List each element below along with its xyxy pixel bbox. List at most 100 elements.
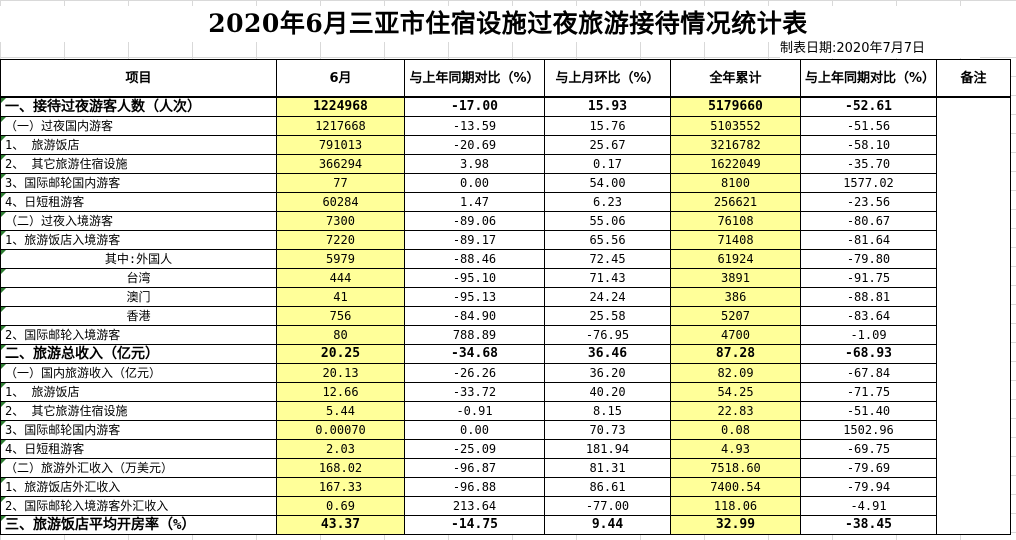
ytd-value-cell[interactable]: 1622049 (670, 154, 801, 174)
mom-cell[interactable]: 65.56 (544, 230, 671, 250)
row-label-cell[interactable]: （二）过夜入境游客 (0, 211, 277, 231)
header-item[interactable]: 项目 (0, 59, 277, 98)
june-value-cell[interactable]: 168.02 (276, 458, 405, 478)
ytd-value-cell[interactable]: 7518.60 (670, 458, 801, 478)
yoy-ytd-cell[interactable]: -58.10 (800, 135, 937, 155)
yoy-month-cell[interactable]: -84.90 (404, 306, 545, 326)
june-value-cell[interactable]: 7220 (276, 230, 405, 250)
mom-cell[interactable]: 181.94 (544, 439, 671, 459)
yoy-ytd-cell[interactable]: 1502.96 (800, 420, 937, 440)
yoy-ytd-cell[interactable]: -80.67 (800, 211, 937, 231)
june-value-cell[interactable]: 12.66 (276, 382, 405, 402)
yoy-month-cell[interactable]: -34.68 (404, 344, 545, 364)
header-yoy-month[interactable]: 与上年同期对比（%） (404, 59, 545, 98)
yoy-ytd-cell[interactable]: -68.93 (800, 344, 937, 364)
june-value-cell[interactable]: 791013 (276, 135, 405, 155)
yoy-month-cell[interactable]: -25.09 (404, 439, 545, 459)
yoy-month-cell[interactable]: -89.06 (404, 211, 545, 231)
yoy-month-cell[interactable]: -88.46 (404, 249, 545, 269)
june-value-cell[interactable]: 20.13 (276, 363, 405, 383)
row-label-cell[interactable]: 4、日短租游客 (0, 439, 277, 459)
yoy-month-cell[interactable]: 3.98 (404, 154, 545, 174)
ytd-value-cell[interactable]: 71408 (670, 230, 801, 250)
row-label-cell[interactable]: 3、国际邮轮国内游客 (0, 173, 277, 193)
header-ytd[interactable]: 全年累计 (670, 59, 801, 98)
yoy-ytd-cell[interactable]: -79.69 (800, 458, 937, 478)
ytd-value-cell[interactable]: 32.99 (670, 515, 801, 535)
ytd-value-cell[interactable]: 3891 (670, 268, 801, 288)
ytd-value-cell[interactable]: 22.83 (670, 401, 801, 421)
mom-cell[interactable]: 25.58 (544, 306, 671, 326)
june-value-cell[interactable]: 5.44 (276, 401, 405, 421)
ytd-value-cell[interactable]: 5207 (670, 306, 801, 326)
yoy-month-cell[interactable]: -96.88 (404, 477, 545, 497)
row-label-cell[interactable]: 4、日短租游客 (0, 192, 277, 212)
mom-cell[interactable]: 54.00 (544, 173, 671, 193)
row-label-cell[interactable]: 2、国际邮轮入境游客 (0, 325, 277, 345)
remarks-cell[interactable] (936, 96, 1011, 535)
ytd-value-cell[interactable]: 87.28 (670, 344, 801, 364)
mom-cell[interactable]: 24.24 (544, 287, 671, 307)
yoy-ytd-cell[interactable]: -83.64 (800, 306, 937, 326)
june-value-cell[interactable]: 756 (276, 306, 405, 326)
ytd-value-cell[interactable]: 5179660 (670, 96, 801, 117)
yoy-ytd-cell[interactable]: -79.94 (800, 477, 937, 497)
yoy-month-cell[interactable]: -20.69 (404, 135, 545, 155)
ytd-value-cell[interactable]: 386 (670, 287, 801, 307)
header-mom[interactable]: 与上月环比（%） (544, 59, 671, 98)
mom-cell[interactable]: 70.73 (544, 420, 671, 440)
yoy-ytd-cell[interactable]: 1577.02 (800, 173, 937, 193)
yoy-ytd-cell[interactable]: -35.70 (800, 154, 937, 174)
yoy-ytd-cell[interactable]: -23.56 (800, 192, 937, 212)
yoy-ytd-cell[interactable]: -4.91 (800, 496, 937, 516)
yoy-ytd-cell[interactable]: -69.75 (800, 439, 937, 459)
mom-cell[interactable]: 55.06 (544, 211, 671, 231)
june-value-cell[interactable]: 0.69 (276, 496, 405, 516)
row-label-cell[interactable]: 1、旅游饭店入境游客 (0, 230, 277, 250)
june-value-cell[interactable]: 167.33 (276, 477, 405, 497)
ytd-value-cell[interactable]: 256621 (670, 192, 801, 212)
june-value-cell[interactable]: 80 (276, 325, 405, 345)
row-label-cell[interactable]: 2、国际邮轮入境游客外汇收入 (0, 496, 277, 516)
mom-cell[interactable]: 9.44 (544, 515, 671, 535)
yoy-month-cell[interactable]: -95.10 (404, 268, 545, 288)
ytd-value-cell[interactable]: 76108 (670, 211, 801, 231)
june-value-cell[interactable]: 1224968 (276, 96, 405, 117)
june-value-cell[interactable]: 5979 (276, 249, 405, 269)
yoy-ytd-cell[interactable]: -51.56 (800, 116, 937, 136)
june-value-cell[interactable]: 366294 (276, 154, 405, 174)
june-value-cell[interactable]: 60284 (276, 192, 405, 212)
header-yoy-ytd[interactable]: 与上年同期对比（%） (800, 59, 937, 98)
mom-cell[interactable]: 36.20 (544, 363, 671, 383)
ytd-value-cell[interactable]: 54.25 (670, 382, 801, 402)
yoy-month-cell[interactable]: -14.75 (404, 515, 545, 535)
yoy-month-cell[interactable]: 0.00 (404, 420, 545, 440)
yoy-month-cell[interactable]: -96.87 (404, 458, 545, 478)
yoy-ytd-cell[interactable]: -79.80 (800, 249, 937, 269)
yoy-ytd-cell[interactable]: -71.75 (800, 382, 937, 402)
june-value-cell[interactable]: 1217668 (276, 116, 405, 136)
yoy-ytd-cell[interactable]: -1.09 (800, 325, 937, 345)
yoy-month-cell[interactable]: -95.13 (404, 287, 545, 307)
header-june[interactable]: 6月 (276, 59, 405, 98)
yoy-ytd-cell[interactable]: -91.75 (800, 268, 937, 288)
ytd-value-cell[interactable]: 118.06 (670, 496, 801, 516)
row-label-cell[interactable]: 澳门 (0, 287, 277, 307)
yoy-month-cell[interactable]: -17.00 (404, 96, 545, 117)
row-label-cell[interactable]: 1、 旅游饭店 (0, 135, 277, 155)
yoy-ytd-cell[interactable]: -51.40 (800, 401, 937, 421)
ytd-value-cell[interactable]: 5103552 (670, 116, 801, 136)
june-value-cell[interactable]: 41 (276, 287, 405, 307)
row-label-cell[interactable]: 台湾 (0, 268, 277, 288)
ytd-value-cell[interactable]: 4.93 (670, 439, 801, 459)
row-label-cell[interactable]: 1、旅游饭店外汇收入 (0, 477, 277, 497)
ytd-value-cell[interactable]: 8100 (670, 173, 801, 193)
ytd-value-cell[interactable]: 82.09 (670, 363, 801, 383)
row-label-cell[interactable]: 3、国际邮轮国内游客 (0, 420, 277, 440)
mom-cell[interactable]: 15.93 (544, 96, 671, 117)
row-label-cell[interactable]: （二）旅游外汇收入（万美元） (0, 458, 277, 478)
mom-cell[interactable]: 71.43 (544, 268, 671, 288)
row-label-cell[interactable]: 一、接待过夜游客人数（人次） (0, 96, 277, 117)
yoy-month-cell[interactable]: -33.72 (404, 382, 545, 402)
ytd-value-cell[interactable]: 7400.54 (670, 477, 801, 497)
